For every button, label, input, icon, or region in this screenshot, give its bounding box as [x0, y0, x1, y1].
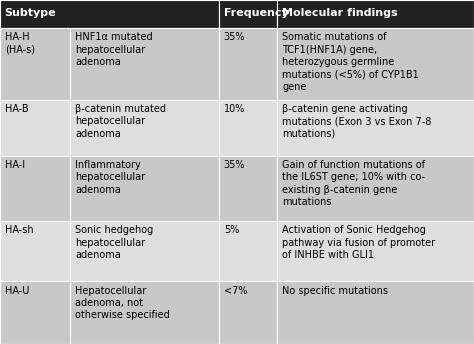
Bar [277, 281, 474, 344]
Bar [219, 28, 277, 100]
Text: Sonic hedgehog
hepatocellular
adenoma: Sonic hedgehog hepatocellular adenoma [75, 225, 153, 260]
Bar [0, 28, 70, 100]
Bar [219, 281, 277, 344]
Text: Activation of Sonic Hedgehog
pathway via fusion of promoter
of INHBE with GLI1: Activation of Sonic Hedgehog pathway via… [282, 225, 435, 260]
Text: β-catenin gene activating
mutations (Exon 3 vs Exon 7-8
mutations): β-catenin gene activating mutations (Exo… [282, 104, 431, 139]
Text: HA-I: HA-I [5, 160, 25, 170]
Text: β-catenin mutated
hepatocellular
adenoma: β-catenin mutated hepatocellular adenoma [75, 104, 166, 139]
Text: HNF1α mutated
hepatocellular
adenoma: HNF1α mutated hepatocellular adenoma [75, 32, 153, 67]
Bar [277, 100, 474, 156]
Bar [70, 281, 219, 344]
Bar [0, 221, 70, 281]
Bar [277, 28, 474, 100]
Bar [0, 156, 70, 221]
Text: 35%: 35% [224, 160, 245, 170]
Bar [277, 221, 474, 281]
Text: 5%: 5% [224, 225, 239, 235]
Bar [70, 28, 219, 100]
Text: Somatic mutations of
TCF1(HNF1A) gene,
heterozygous germline
mutations (<5%) of : Somatic mutations of TCF1(HNF1A) gene, h… [282, 32, 419, 92]
Text: Gain of function mutations of
the IL6ST gene; 10% with co-
existing β-catenin ge: Gain of function mutations of the IL6ST … [282, 160, 425, 207]
Text: HA-B: HA-B [5, 104, 28, 114]
Text: Molecular findings: Molecular findings [282, 8, 398, 18]
Bar [0, 0, 219, 28]
Bar [277, 0, 474, 28]
Bar [0, 281, 70, 344]
Text: Frequency: Frequency [224, 8, 289, 18]
Bar [70, 221, 219, 281]
Text: 10%: 10% [224, 104, 245, 114]
Bar [70, 100, 219, 156]
Bar [219, 100, 277, 156]
Text: HA-sh: HA-sh [5, 225, 33, 235]
Text: HA-H
(HA-s): HA-H (HA-s) [5, 32, 35, 55]
Bar [219, 156, 277, 221]
Bar [70, 156, 219, 221]
Text: 35%: 35% [224, 32, 245, 42]
Text: Inflammatory
hepatocellular
adenoma: Inflammatory hepatocellular adenoma [75, 160, 145, 195]
Text: <7%: <7% [224, 286, 247, 295]
Text: Subtype: Subtype [5, 8, 56, 18]
Bar [219, 0, 277, 28]
Bar [0, 100, 70, 156]
Text: No specific mutations: No specific mutations [282, 286, 388, 295]
Text: HA-U: HA-U [5, 286, 29, 295]
Bar [219, 221, 277, 281]
Bar [277, 156, 474, 221]
Text: Hepatocellular
adenoma, not
otherwise specified: Hepatocellular adenoma, not otherwise sp… [75, 286, 170, 320]
